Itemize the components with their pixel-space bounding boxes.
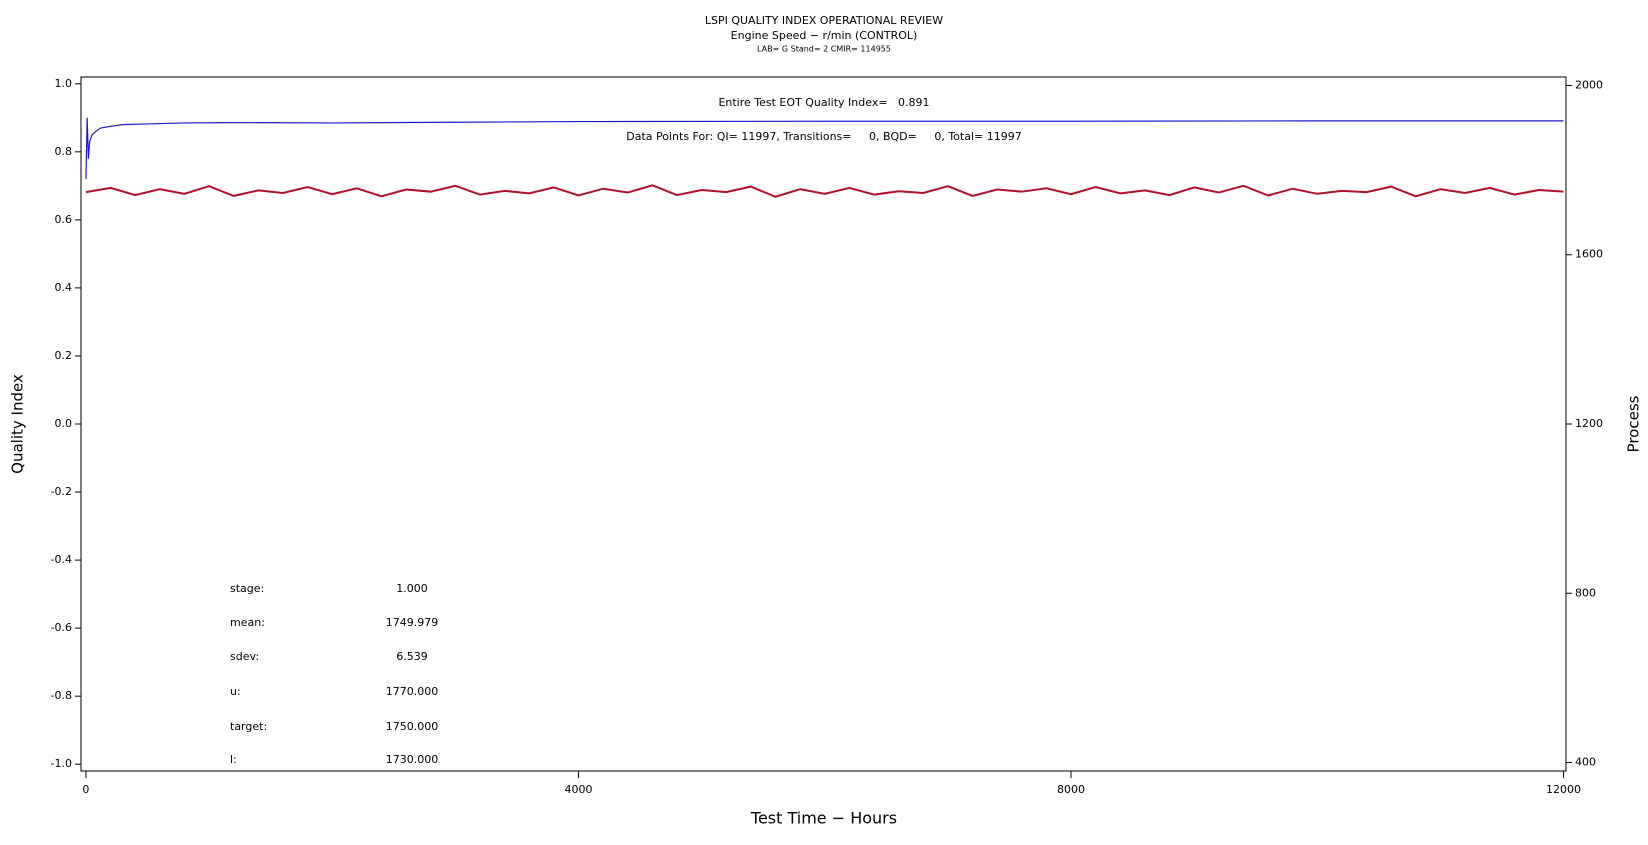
- x-tick-label: 8000: [1057, 783, 1085, 796]
- stat-value: 6.539: [396, 650, 428, 663]
- y-tick-label: -1.0: [51, 757, 72, 770]
- chart-title: LSPI QUALITY INDEX OPERATIONAL REVIEW: [705, 14, 943, 27]
- stat-label: mean:: [230, 616, 265, 629]
- y2-tick-label: 1200: [1575, 417, 1603, 430]
- stat-value: 1770.000: [386, 685, 439, 698]
- chart-subtitle: Engine Speed − r/min (CONTROL): [731, 29, 918, 42]
- x-tick-label: 4000: [564, 783, 592, 796]
- annotation: Entire Test EOT Quality Index= 0.891: [718, 96, 929, 109]
- y-tick-label: 0.2: [55, 349, 73, 362]
- y2-axis-label: Process: [1625, 395, 1643, 452]
- y-tick-label: 0.6: [55, 213, 73, 226]
- x-tick-label: 0: [82, 783, 89, 796]
- y2-tick-label: 800: [1575, 586, 1596, 599]
- series-line: [85, 184, 1564, 198]
- y-tick-label: 0.4: [55, 281, 73, 294]
- stat-label: u:: [230, 685, 241, 698]
- stat-value: 1730.000: [386, 753, 439, 766]
- stat-label: target:: [230, 720, 267, 733]
- stat-value: 1749.979: [386, 616, 439, 629]
- stat-value: 1.000: [396, 582, 428, 595]
- y-axis-label: Quality Index: [9, 374, 27, 474]
- y2-tick-label: 2000: [1575, 78, 1603, 91]
- x-tick-label: 12000: [1546, 783, 1581, 796]
- x-axis-label: Test Time − Hours: [750, 809, 897, 828]
- y-tick-label: -0.6: [51, 621, 72, 634]
- y-tick-label: 0.0: [55, 417, 73, 430]
- annotation: Data Points For: QI= 11997, Transitions=…: [626, 130, 1021, 143]
- stat-label: stage:: [230, 582, 264, 595]
- chart-caption: LAB= G Stand= 2 CMIR= 114955: [757, 45, 891, 54]
- y-tick-label: 1.0: [55, 77, 73, 90]
- plot-frame: [80, 76, 1567, 772]
- stat-label: l:: [230, 753, 237, 766]
- stat-label: sdev:: [230, 650, 259, 663]
- y2-tick-label: 1600: [1575, 248, 1603, 261]
- y-tick-label: 0.8: [55, 145, 73, 158]
- y-tick-label: -0.8: [51, 689, 72, 702]
- series-line: [85, 117, 1564, 180]
- stat-value: 1750.000: [386, 720, 439, 733]
- y2-tick-label: 400: [1575, 756, 1596, 769]
- y-tick-label: -0.4: [51, 553, 72, 566]
- y-tick-label: -0.2: [51, 485, 72, 498]
